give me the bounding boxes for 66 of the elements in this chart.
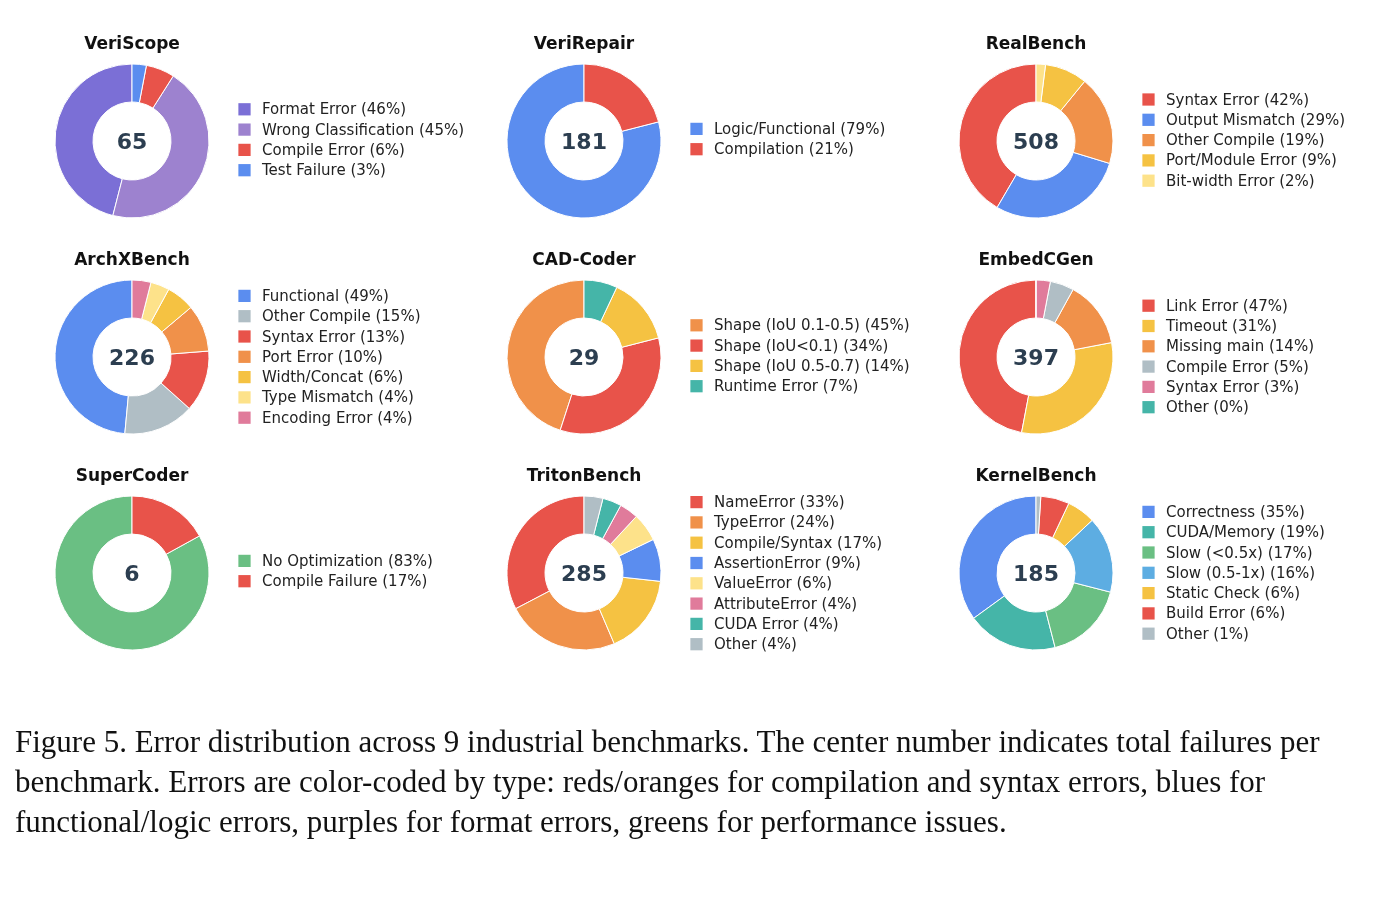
legend-label: Shape (IoU<0.1) (34%) xyxy=(714,336,889,355)
legend-label: Static Check (6%) xyxy=(1166,584,1301,603)
donut-slice xyxy=(54,495,210,651)
legend-label: Other (1%) xyxy=(1166,624,1249,643)
chart-title: EmbedCGen xyxy=(978,249,1094,269)
chart-title: ArchXBench xyxy=(74,249,190,269)
legend-label: Logic/Functional (79%) xyxy=(714,119,886,138)
legend-label: Bit-width Error (2%) xyxy=(1166,171,1315,190)
caption: Figure 5. Error distribution across 9 industrial benchmarks. The center number indicates total failures per benchmark. Errors are color-coded by type: reds/oranges for compilation and syntax errors, blues for functional/logic errors, purples for format errors, greens for performance issues. xyxy=(15,723,1321,841)
legend-label: AttributeError (4%) xyxy=(714,594,858,613)
legend-label: Compile Failure (17%) xyxy=(262,572,428,591)
text: 29 xyxy=(568,345,600,370)
legend-label: Syntax Error (3%) xyxy=(1166,377,1300,396)
chart-title: CAD-Coder xyxy=(532,249,637,269)
chart-title: KernelBench xyxy=(975,465,1097,485)
legend-label: Compilation (21%) xyxy=(714,140,854,159)
text: 65 xyxy=(116,129,148,154)
legend-label: Shape (IoU 0.1-0.5) (45%) xyxy=(714,316,910,335)
text: 181 xyxy=(561,129,607,154)
legend-label: Port/Module Error (9%) xyxy=(1166,151,1337,170)
text: 285 xyxy=(561,561,607,586)
legend-label: Syntax Error (42%) xyxy=(1166,90,1309,109)
chart-title: SuperCoder xyxy=(75,465,189,485)
chart-title: TritonBench xyxy=(526,465,642,485)
legend-label: CUDA Error (4%) xyxy=(714,614,839,633)
chart-title: VeriScope xyxy=(84,33,180,53)
text: 508 xyxy=(1013,129,1059,154)
legend-label: Missing main (14%) xyxy=(1166,337,1314,356)
donut-slice xyxy=(506,63,662,219)
legend-label: TypeError (24%) xyxy=(713,513,835,532)
legend-label: Syntax Error (13%) xyxy=(262,327,405,346)
legend-label: Wrong Classification (45%) xyxy=(262,120,465,139)
legend-label: Slow (<0.5x) (17%) xyxy=(1166,543,1313,562)
legend-label: Port Error (10%) xyxy=(262,347,383,366)
chart-title: RealBench xyxy=(985,33,1087,53)
legend-label: Compile Error (6%) xyxy=(262,140,405,159)
text: 6 xyxy=(124,561,140,586)
legend-label: Slow (0.5-1x) (16%) xyxy=(1166,563,1316,582)
legend-label: Type Mismatch (4%) xyxy=(261,388,414,407)
legend-label: Other Compile (19%) xyxy=(1166,131,1325,150)
legend-label: Other (0%) xyxy=(1166,398,1249,417)
legend-label: Correctness (35%) xyxy=(1166,502,1305,521)
legend-label: Shape (IoU 0.5-0.7) (14%) xyxy=(714,356,910,375)
chart-title: VeriRepair xyxy=(533,33,635,53)
legend-label: Functional (49%) xyxy=(262,286,389,305)
legend-label: Other Compile (15%) xyxy=(262,307,421,326)
legend-label: NameError (33%) xyxy=(714,493,845,512)
legend-label: Output Mismatch (29%) xyxy=(1166,110,1346,129)
legend-label: Timeout (31%) xyxy=(1165,317,1278,335)
legend-label: Runtime Error (7%) xyxy=(714,377,859,396)
legend-label: Test Failure (3%) xyxy=(261,161,386,180)
legend-label: Width/Concat (6%) xyxy=(262,368,404,387)
legend-label: Compile/Syntax (17%) xyxy=(714,533,883,552)
legend-label: No Optimization (83%) xyxy=(262,551,433,570)
legend-label: Link Error (47%) xyxy=(1166,296,1288,315)
legend-label: Encoding Error (4%) xyxy=(262,408,413,427)
legend-label: ValueError (6%) xyxy=(714,574,833,593)
legend-label: Compile Error (5%) xyxy=(1166,357,1309,376)
text: 185 xyxy=(1013,561,1059,586)
legend-label: AssertionError (9%) xyxy=(714,554,861,572)
legend-label: Build Error (6%) xyxy=(1166,604,1286,623)
legend-label: CUDA/Memory (19%) xyxy=(1166,523,1325,542)
text: 226 xyxy=(109,345,155,370)
legend-label: Other (4%) xyxy=(714,635,797,654)
text: 397 xyxy=(1013,345,1059,370)
legend-label: Format Error (46%) xyxy=(262,100,407,119)
